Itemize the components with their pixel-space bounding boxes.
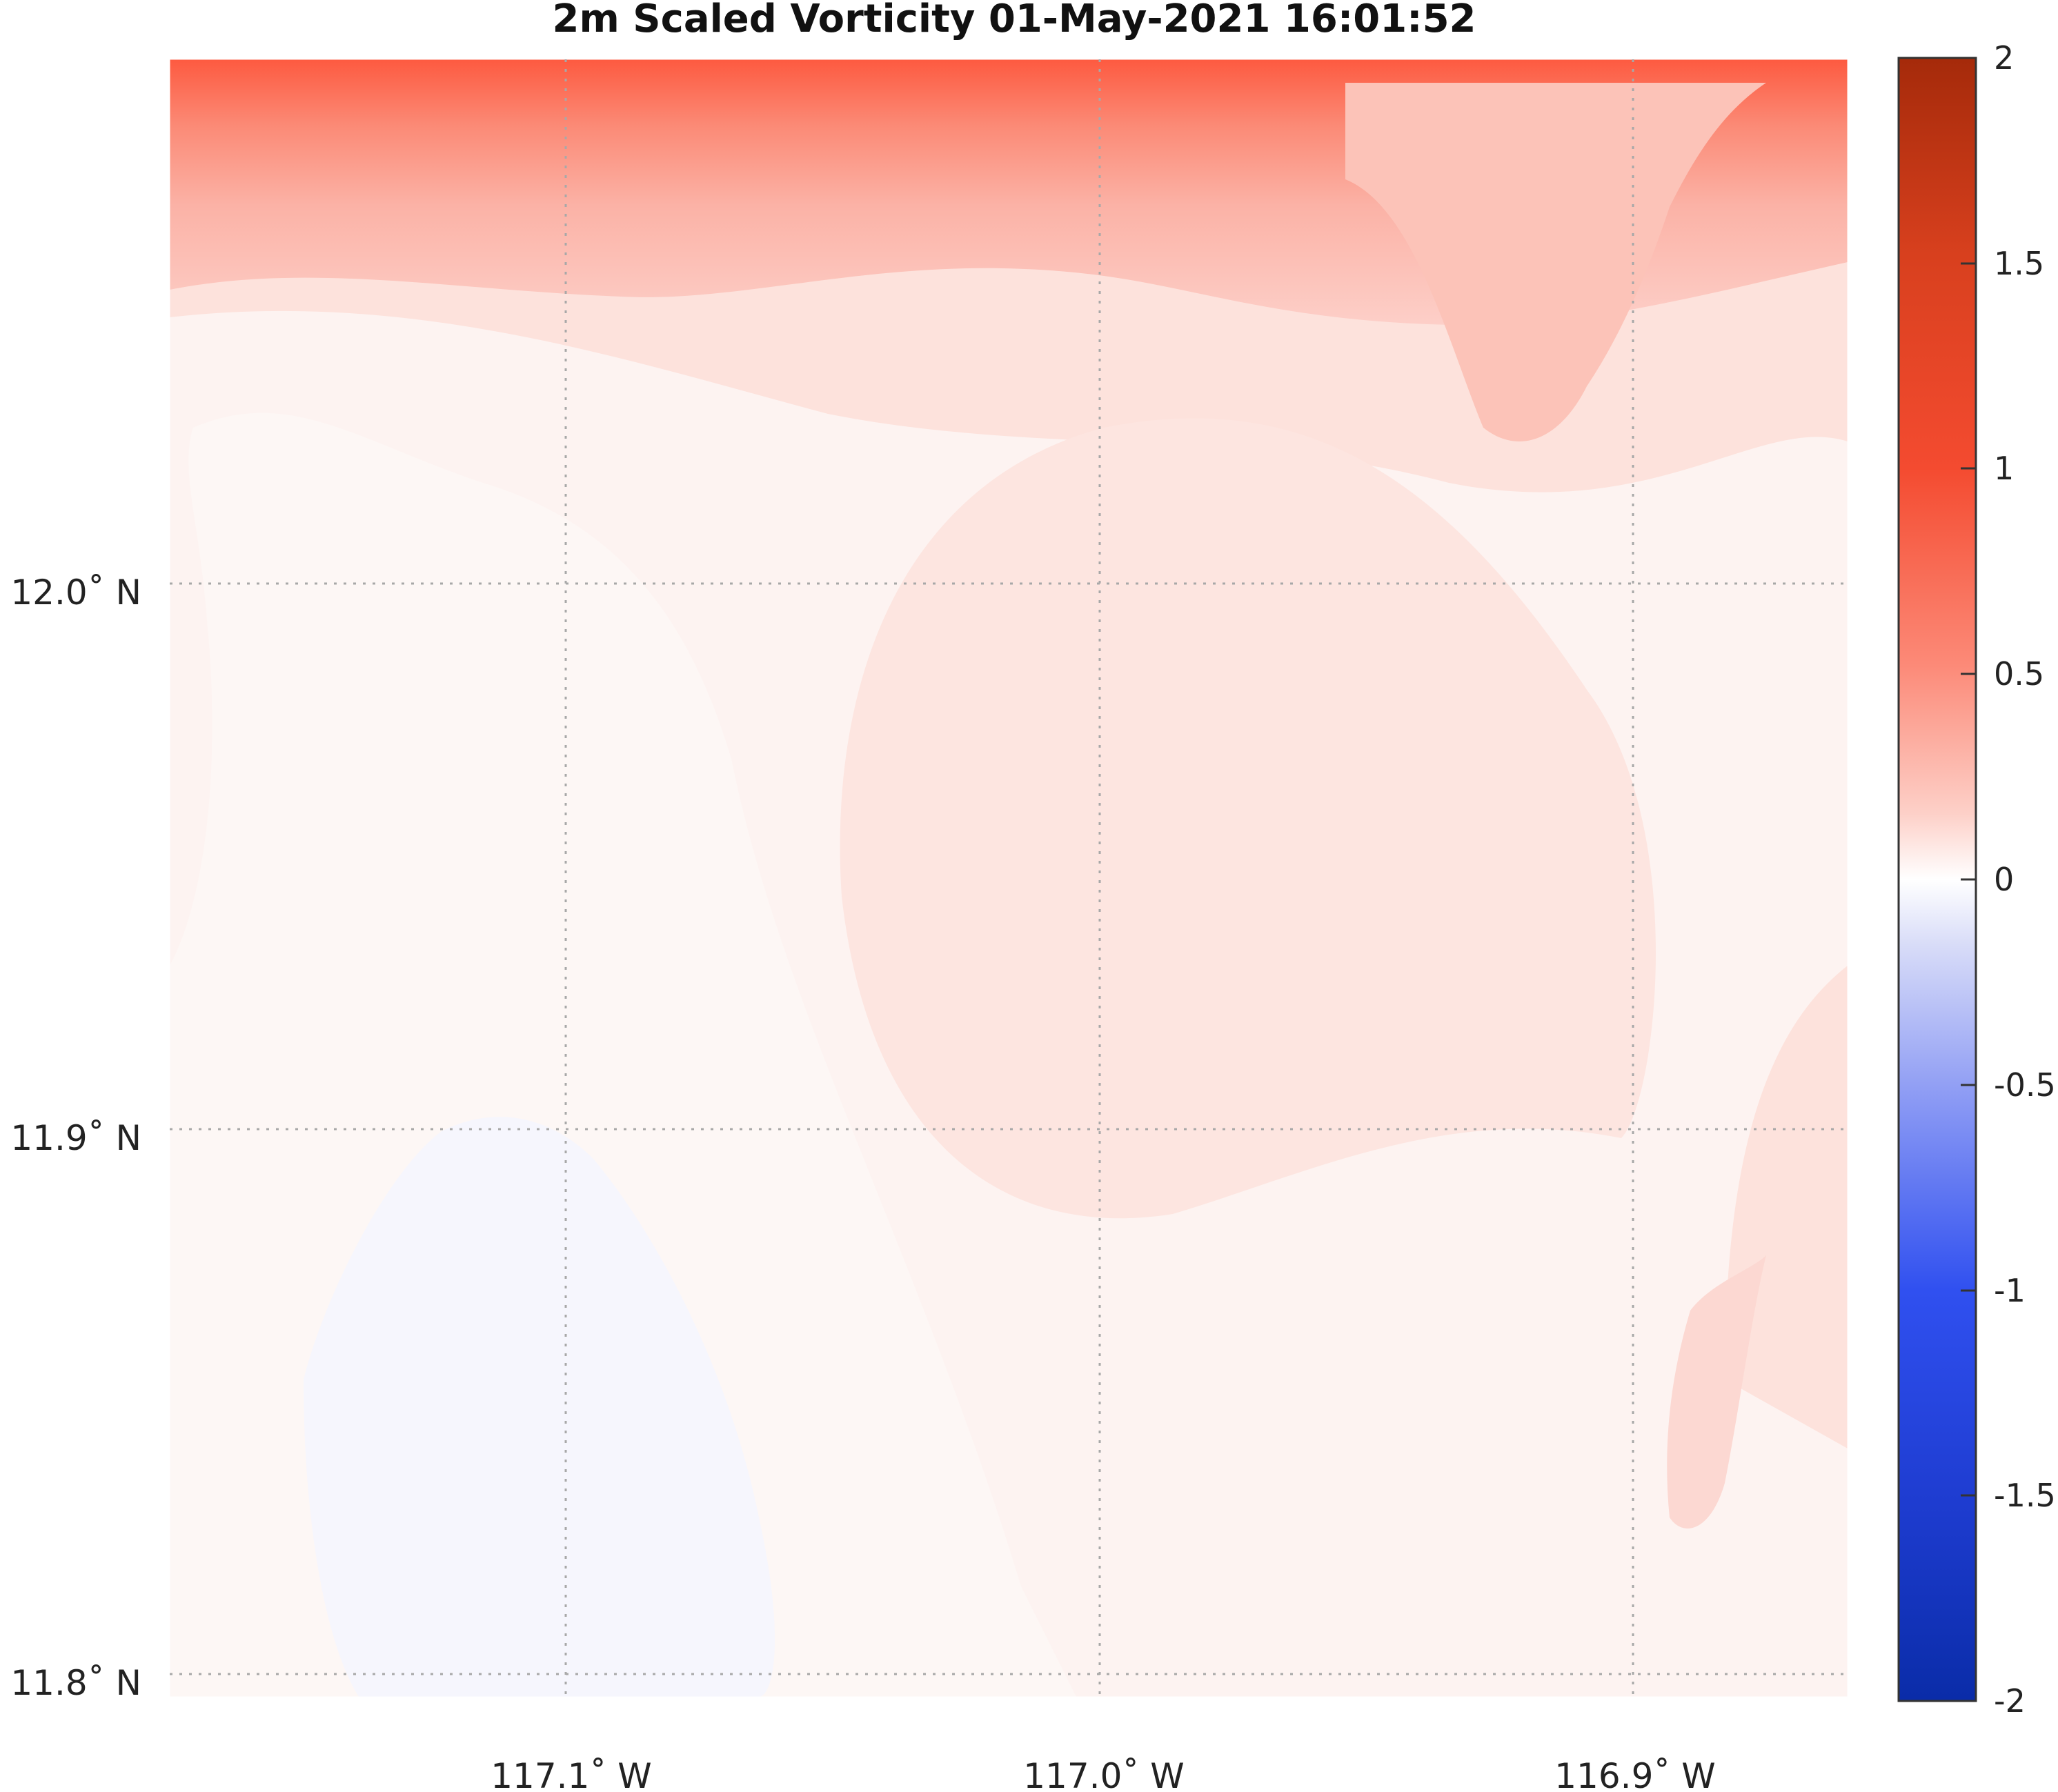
field-band-southeast — [1667, 1255, 1766, 1529]
field-band-east — [840, 418, 1656, 1219]
map-frame — [169, 59, 1848, 1698]
colorbar: 2 1.5 1 0.5 0 -0.5 -1 -1.5 -2 — [1897, 39, 2056, 1720]
lat-tick-label: 12.0˚ N — [10, 573, 141, 613]
colorbar-tick-label: 0.5 — [1994, 655, 2044, 693]
colorbar-ticks — [1961, 57, 1976, 1702]
lon-tick-label: 117.0˚ W — [1023, 1756, 1184, 1792]
colorbar-tick-labels: 2 1.5 1 0.5 0 -0.5 -1 -1.5 -2 — [1994, 39, 2056, 1720]
map-title: 2m Scaled Vorticity 01-May-2021 16:01:52 — [552, 0, 1476, 41]
field-band-light — [170, 59, 1848, 1448]
lat-tick-label: 11.8˚ N — [10, 1663, 141, 1703]
lon-tick-labels: 117.1˚ W 117.0˚ W 116.9˚ W — [491, 1756, 1715, 1792]
lat-tick-labels: 12.0˚ N 11.9˚ N 11.8˚ N — [10, 573, 141, 1703]
colorbar-tick-label: 1 — [1994, 450, 2014, 487]
gridlines — [170, 59, 1848, 1697]
lon-tick-label: 116.9˚ W — [1554, 1756, 1715, 1792]
colorbar-tick-label: -0.5 — [1994, 1066, 2056, 1104]
colorbar-tick-label: 0 — [1994, 861, 2014, 898]
colorbar-tick-label: -1 — [1994, 1272, 2026, 1309]
lat-tick-label: 11.9˚ N — [10, 1118, 141, 1158]
field-band-northeast — [1345, 83, 1766, 441]
field-band-negative — [304, 1117, 775, 1697]
colorbar-tick-label: -1.5 — [1994, 1477, 2056, 1514]
vorticity-field — [170, 59, 1848, 1697]
colorbar-tick-label: -2 — [1994, 1682, 2026, 1720]
lon-tick-label: 117.1˚ W — [491, 1756, 651, 1792]
colorbar-tick-label: 2 — [1994, 39, 2014, 77]
colorbar-tick-label: 1.5 — [1994, 245, 2044, 282]
